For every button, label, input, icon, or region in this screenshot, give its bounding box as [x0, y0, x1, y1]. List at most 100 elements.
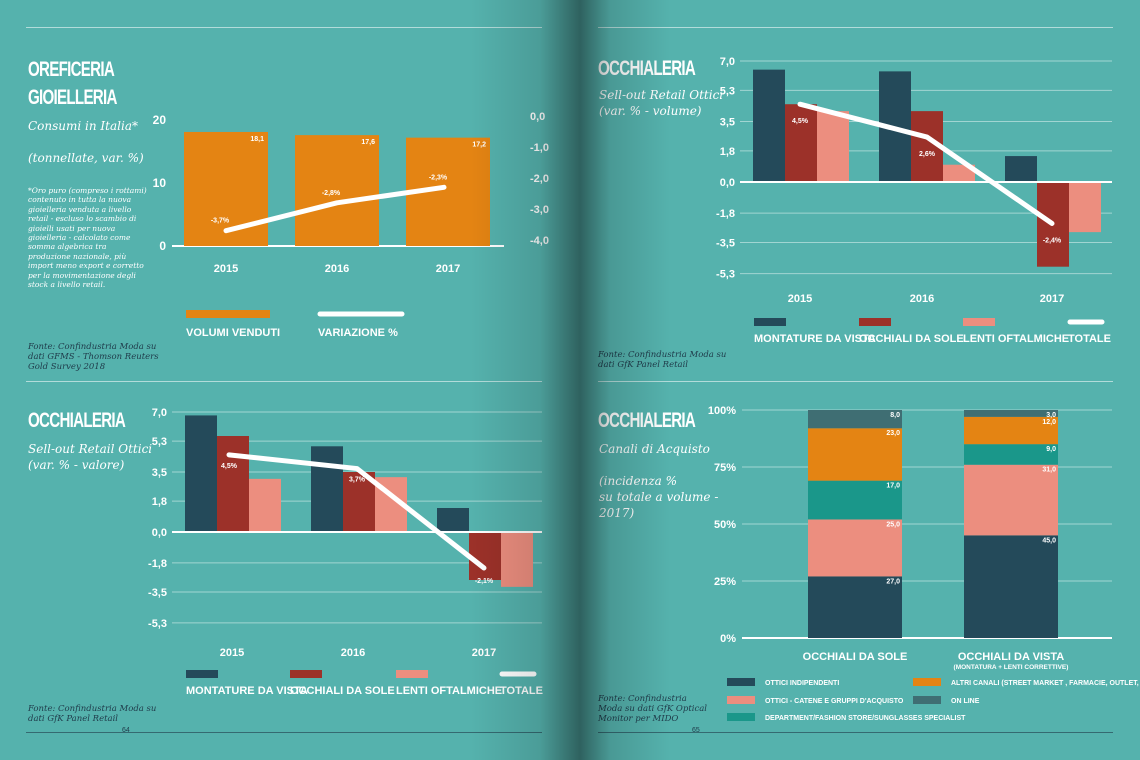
channels-segment [808, 410, 902, 429]
bottom-rule-left [26, 732, 542, 733]
volume-subtitle: Sell-out Retail Ottici [599, 88, 724, 102]
channels-segment [808, 519, 902, 577]
volume-total-label: 2,6% [919, 151, 936, 158]
volume-legend-label: MONTATURE DA VISTA [754, 333, 876, 345]
volume-title: OCCHIALERIA [598, 57, 696, 80]
value-subtitle: Sell-out Retail Ottici [28, 442, 153, 456]
volume-y-tick: 3,5 [720, 117, 735, 129]
volume-bar [785, 104, 817, 182]
channels-segment-label: 25,0 [886, 521, 900, 528]
channels-segment [964, 464, 1058, 536]
volume-bar [753, 69, 785, 182]
channels-segment-label: 23,0 [886, 430, 900, 437]
value-legend-label: MONTATURE DA VISTA [186, 685, 308, 697]
value-y-tick: -3,5 [148, 587, 167, 599]
channels-segment [808, 480, 902, 520]
value-y-tick: 0,0 [152, 527, 167, 539]
channels-unit-3: 2017) [599, 506, 635, 520]
channels-segment-label: 3,0 [1046, 412, 1056, 419]
value-source: Fonte: Confindustria Moda su dati GfK Pa… [28, 704, 157, 724]
channels-segment-label: 9,0 [1046, 446, 1056, 453]
gold-right-tick: -3,0 [530, 204, 549, 216]
gold-footnote: *Oro puro (compreso i rottami) contenuto… [28, 186, 147, 290]
channels-source: Fonte: Confindustria Moda su dati GfK Op… [598, 694, 707, 724]
gold-legend-label-volume: VOLUMI VENDUTI [186, 327, 280, 339]
channels-y-tick: 0% [720, 633, 736, 645]
gold-right-tick: 0,0 [530, 111, 545, 123]
channels-category-label: OCCHIALI DA SOLE [803, 651, 908, 663]
value-legend-label: OCCHIALI DA SOLE [290, 685, 395, 697]
channels-y-tick: 25% [714, 576, 736, 588]
channels-segment-label: 31,0 [1042, 467, 1056, 474]
channels-unit-2: su totale a volume - [599, 490, 719, 504]
channels-segment-label: 17,0 [886, 483, 900, 490]
volume-category-label: 2016 [910, 293, 934, 305]
top-rule-left [26, 27, 542, 28]
volume-y-tick: 1,8 [720, 146, 735, 158]
page-number-right: 65 [692, 727, 700, 734]
volume-y-tick: -5,3 [716, 269, 735, 281]
channels-segment [964, 535, 1058, 638]
value-bar [185, 415, 217, 532]
gold-left-tick: 20 [153, 113, 167, 127]
value-legend-swatch [396, 670, 428, 678]
value-total-label: 3,7% [349, 477, 366, 484]
gold-bar-label: 17,2 [472, 142, 486, 149]
channels-legend-swatch [913, 696, 941, 704]
bottom-rule-right [598, 732, 1113, 733]
value-total-label: 4,5% [221, 463, 238, 470]
channels-legend-label: OTTICI - CATENE E GRUPPI D'ACQUISTO [765, 698, 904, 705]
channels-legend-swatch [727, 678, 755, 686]
channels-legend-swatch [727, 713, 755, 721]
value-bar [311, 446, 343, 532]
volume-legend-swatch [754, 318, 786, 326]
gold-category-label: 2017 [436, 263, 460, 275]
channels-segment-label: 27,0 [886, 578, 900, 585]
gold-title-line1: OREFICERIA [28, 58, 115, 81]
channels-legend-label: OTTICI INDIPENDENTI [765, 680, 839, 687]
gold-right-tick: -2,0 [530, 173, 549, 185]
channels-segment [808, 428, 902, 481]
volume-bar [817, 111, 849, 182]
value-bar [501, 532, 533, 587]
volume-legend-swatch [859, 318, 891, 326]
gold-source: Fonte: Confindustria Moda su dati GFMS -… [28, 342, 159, 372]
value-unit: (var. % - valore) [28, 458, 125, 472]
gold-bar [295, 135, 379, 246]
value-y-tick: -5,3 [148, 618, 167, 630]
channels-segment-label: 12,0 [1042, 419, 1056, 426]
gold-line-label: -2,3% [429, 174, 448, 181]
channels-legend-swatch [913, 678, 941, 686]
value-y-tick: 1,8 [152, 496, 167, 508]
gold-right-tick: -1,0 [530, 142, 549, 154]
channels-segment [964, 444, 1058, 465]
channels-category-label: OCCHIALI DA VISTA [958, 651, 1064, 663]
gold-line-label: -2,8% [322, 190, 341, 197]
channels-title: OCCHIALERIA [598, 409, 696, 432]
volume-y-tick: 5,3 [720, 85, 735, 97]
volume-y-tick: 7,0 [720, 56, 735, 68]
volume-bar [1069, 182, 1101, 233]
value-legend-label: LENTI OFTALMICHE [396, 685, 502, 697]
gold-right-tick: -4,0 [530, 235, 549, 247]
value-bar [249, 478, 281, 532]
gold-legend-swatch-volume [186, 310, 270, 318]
channels-legend-label: DEPARTMENT/FASHION STORE/SUNGLASSES SPEC… [765, 715, 966, 722]
gold-subtitle: Consumi in Italia* [28, 119, 138, 133]
gold-left-tick: 0 [159, 239, 166, 253]
gold-variation-line [223, 184, 447, 234]
channels-y-tick: 75% [714, 462, 736, 474]
gold-unit: (tonnellate, var. %) [28, 151, 144, 165]
channels-y-tick: 100% [708, 405, 736, 417]
top-rule-right [598, 27, 1113, 28]
gold-line-label: -3,7% [211, 218, 230, 225]
channels-legend-swatch [727, 696, 755, 704]
volume-category-label: 2017 [1040, 293, 1064, 305]
volume-y-tick: -1,8 [716, 208, 735, 220]
gold-title-line2: GIOIELLERIA [28, 86, 117, 109]
value-y-tick: 7,0 [152, 407, 167, 419]
middle-rule-left [26, 381, 542, 382]
channels-segment [964, 416, 1058, 445]
value-legend-swatch [290, 670, 322, 678]
page-number-left: 64 [122, 727, 130, 734]
